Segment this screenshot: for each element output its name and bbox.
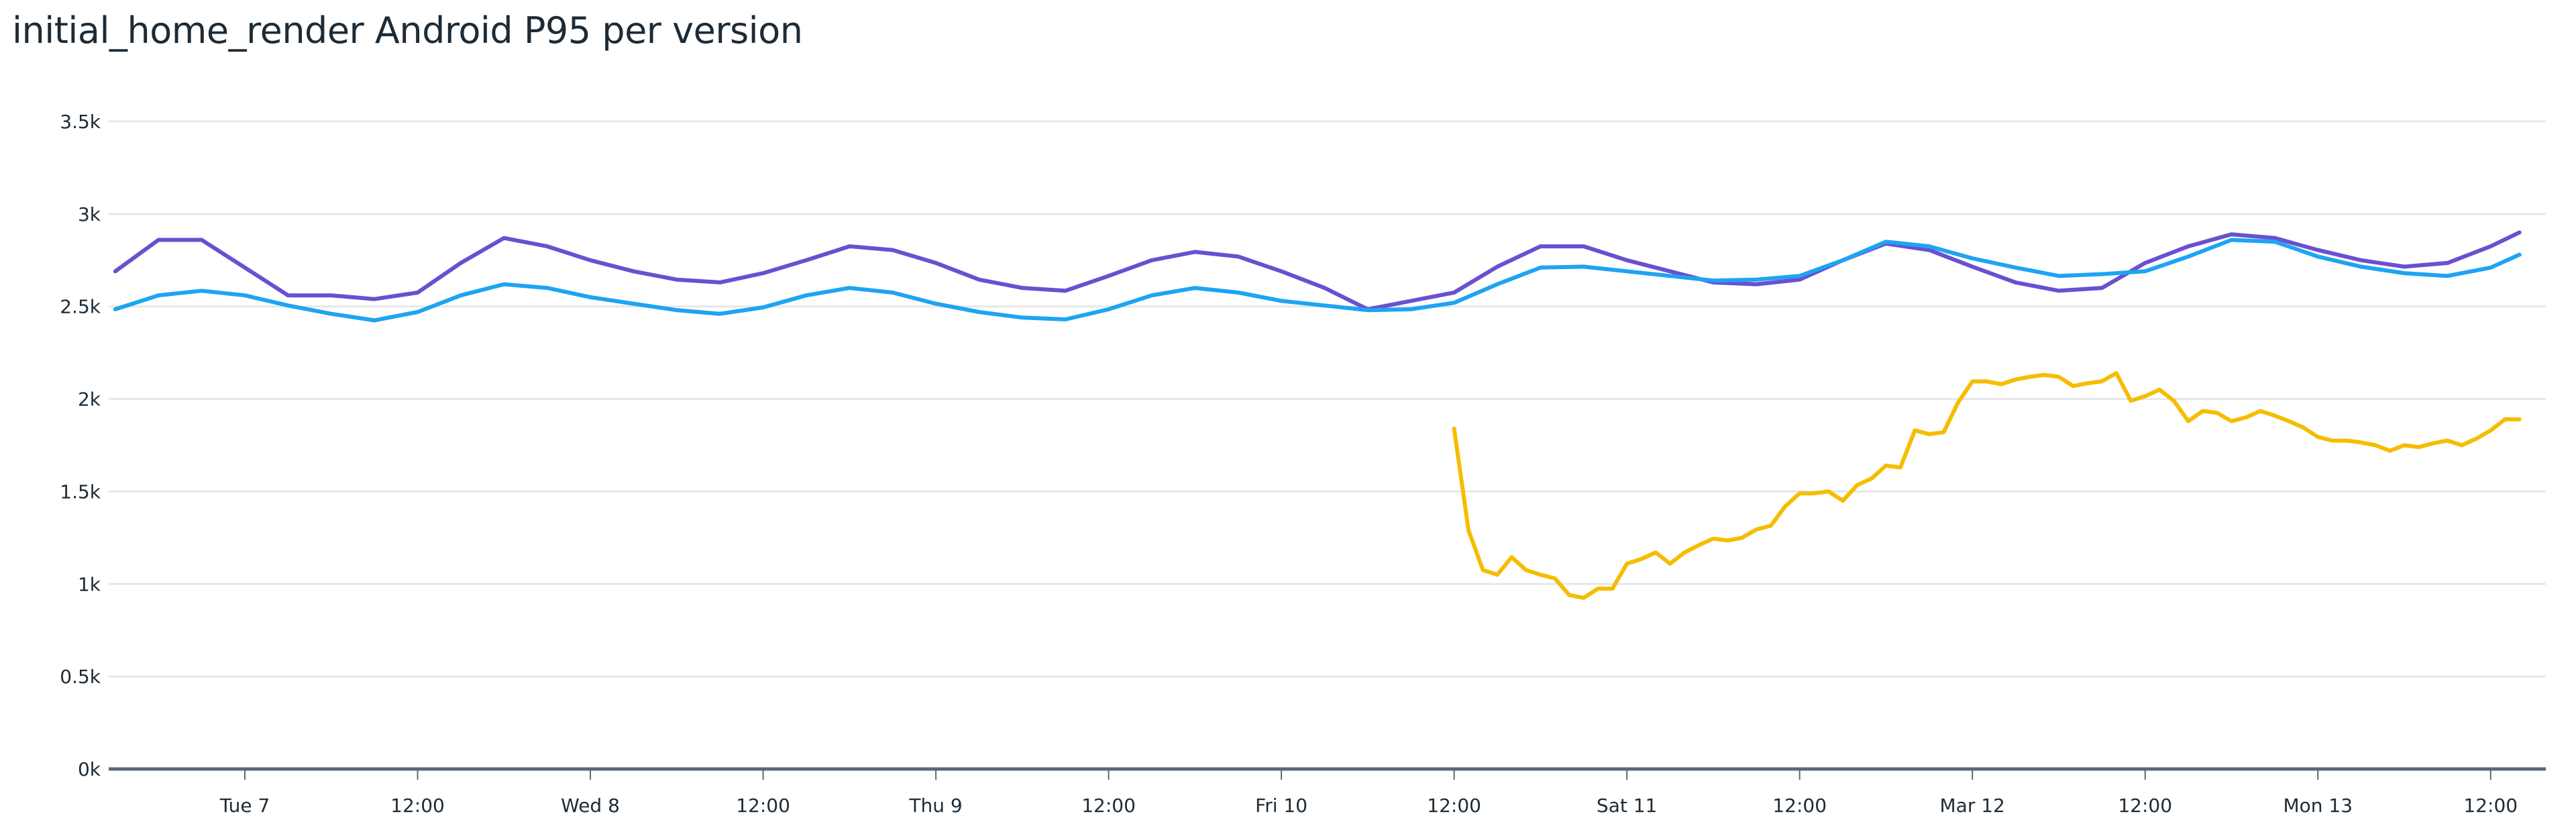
y-tick-label: 2k <box>78 389 101 411</box>
x-tick-label: 12:00 <box>2118 794 2172 817</box>
series-line-1 <box>113 230 2522 311</box>
x-tick-label: Thu 9 <box>908 794 962 817</box>
chart-title: initial_home_render Android P95 per vers… <box>12 9 803 52</box>
x-tick-label: Mar 12 <box>1940 794 2005 817</box>
x-tick-label: 12:00 <box>736 794 790 817</box>
y-tick-label: 1.5k <box>60 480 101 503</box>
x-tick-label: Wed 8 <box>561 794 620 817</box>
x-tick-label: Fri 10 <box>1255 794 1307 817</box>
series-line-2 <box>113 238 2522 323</box>
x-tick-label: Sat 11 <box>1597 794 1657 817</box>
y-tick-label: 3.5k <box>60 111 101 133</box>
x-tick-label: 12:00 <box>390 794 445 817</box>
y-axis: 0k 0.5k 1k 1.5k 2k 2.5k 3k 3.5k <box>60 111 101 780</box>
series-line-3 <box>1452 371 2522 600</box>
x-tick-label: 12:00 <box>1772 794 1827 817</box>
x-tick-label: 12:00 <box>2463 794 2518 817</box>
y-tick-label: 0.5k <box>60 666 101 688</box>
x-axis: Tue 7 12:00 Wed 8 12:00 Thu 9 12:00 Fri 10 12:0… <box>109 767 2546 817</box>
x-tick-label: 12:00 <box>1081 794 1136 817</box>
series-lines <box>113 230 2522 600</box>
x-tick-label: 12:00 <box>1427 794 1481 817</box>
gridlines <box>109 120 2546 678</box>
x-tick-label: Tue 7 <box>219 794 270 817</box>
y-tick-label: 1k <box>78 573 101 595</box>
y-tick-label: 3k <box>78 203 101 225</box>
x-tick-label: Mon 13 <box>2283 794 2353 817</box>
y-tick-label: 0k <box>78 758 101 780</box>
y-tick-label: 2.5k <box>60 296 101 318</box>
